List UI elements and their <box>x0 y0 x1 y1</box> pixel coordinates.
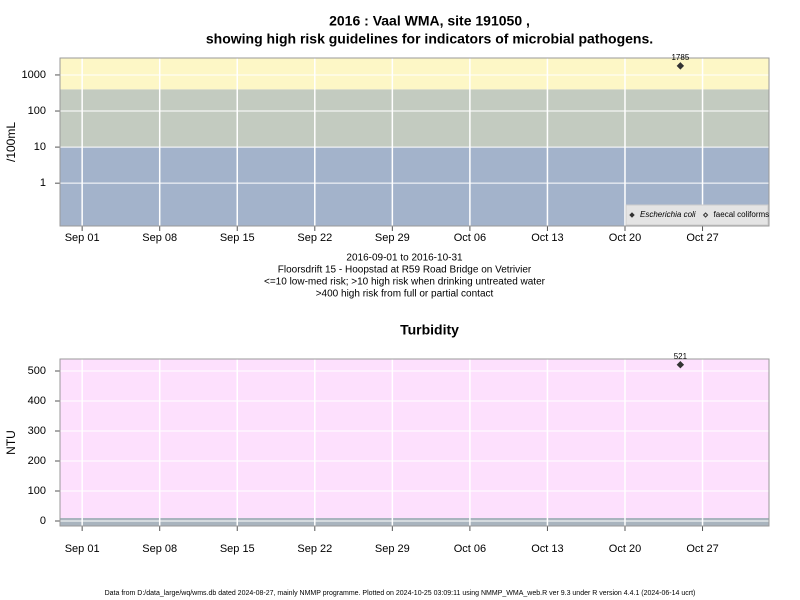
x-tick-label: Oct 27 <box>686 543 718 555</box>
x-tick-label: Oct 06 <box>454 543 486 555</box>
y-tick-label: 100 <box>28 105 46 117</box>
x-tick-label: Oct 20 <box>609 232 641 244</box>
x-tick-label: Sep 15 <box>220 543 255 555</box>
y-tick-label: 1 <box>40 177 46 189</box>
note: Floorsdrift 15 - Hoopstad at R59 Road Br… <box>278 265 532 276</box>
data-label: 1785 <box>671 53 689 62</box>
risk-band <box>60 517 769 526</box>
risk-band <box>60 58 769 90</box>
footer: Data from D:/data_large/wq/wms.db dated … <box>105 590 696 597</box>
legend-marker <box>702 212 709 218</box>
legend-label: faecal coliforms <box>714 210 770 219</box>
risk-band <box>60 359 769 518</box>
x-tick-label: Oct 20 <box>609 543 641 555</box>
y-tick-label: 0 <box>40 515 46 527</box>
y-tick-label: 200 <box>28 455 46 467</box>
x-tick-label: Sep 08 <box>142 543 177 555</box>
y-tick-label: 10 <box>34 141 46 153</box>
x-tick-label: Sep 08 <box>142 232 177 244</box>
y-tick-label: 1000 <box>22 69 46 81</box>
y-axis-label: /100mL <box>4 122 18 162</box>
x-tick-label: Sep 29 <box>375 543 410 555</box>
y-axis-label: NTU <box>4 430 18 455</box>
x-tick-label: Sep 15 <box>220 232 255 244</box>
y-tick-label: 400 <box>28 395 46 407</box>
x-tick-label: Sep 22 <box>297 543 332 555</box>
chart-title: 2016 : Vaal WMA, site 191050 , <box>329 13 530 29</box>
x-tick-label: Oct 06 <box>454 232 486 244</box>
note: <=10 low-med risk; >10 high risk when dr… <box>264 277 546 288</box>
chart-title: Turbidity <box>400 322 459 338</box>
y-tick-label: 500 <box>28 365 46 377</box>
plot-frame <box>59 57 770 227</box>
legend-label: Escherichia coli <box>640 210 696 219</box>
x-tick-label: Oct 13 <box>531 543 563 555</box>
x-tick-label: Oct 13 <box>531 232 563 244</box>
x-tick-label: Sep 29 <box>375 232 410 244</box>
risk-band <box>60 89 769 148</box>
x-tick-label: Sep 22 <box>297 232 332 244</box>
data-label: 521 <box>674 352 688 361</box>
x-tick-label: Oct 27 <box>686 232 718 244</box>
y-tick-label: 100 <box>28 485 46 497</box>
note: 2016-09-01 to 2016-10-31 <box>346 253 463 264</box>
x-tick-label: Sep 01 <box>65 232 100 244</box>
plot-frame <box>59 358 770 527</box>
point <box>676 62 685 70</box>
point <box>676 360 685 369</box>
note: >400 high risk from full or partial cont… <box>316 289 494 300</box>
legend-box <box>625 204 769 226</box>
chart-title: showing high risk guidelines for indicat… <box>206 31 653 47</box>
x-tick-label: Sep 01 <box>65 543 100 555</box>
legend-marker <box>629 212 635 218</box>
y-tick-label: 300 <box>28 425 46 437</box>
